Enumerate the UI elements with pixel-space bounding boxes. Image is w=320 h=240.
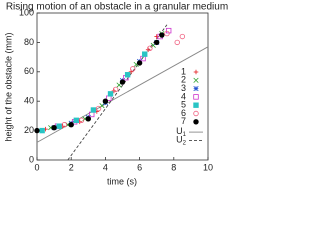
marker <box>193 69 199 75</box>
marker <box>193 86 199 92</box>
marker <box>85 116 91 122</box>
x-tick-label: 2 <box>69 162 74 172</box>
legend-label: 3 <box>181 83 186 93</box>
legend-label: 7 <box>181 116 186 126</box>
x-tick-label: 10 <box>203 162 213 172</box>
legend-subscript: 1 <box>183 132 187 138</box>
marker <box>159 32 165 38</box>
legend-label: 5 <box>181 100 186 110</box>
marker-shape <box>193 102 199 108</box>
marker-shape <box>174 39 180 46</box>
x-tick-label: 8 <box>171 162 176 172</box>
marker <box>154 34 159 39</box>
marker-shape <box>119 79 126 85</box>
marker <box>165 27 172 34</box>
marker-shape <box>39 127 45 134</box>
marker-shape <box>112 86 119 93</box>
legend-label: U2 <box>176 135 187 146</box>
marker <box>56 123 62 129</box>
y-tick-label: 60 <box>24 66 34 76</box>
marker-shape <box>68 122 74 128</box>
chart-title: Rising motion of an obstacle in a granul… <box>6 2 228 13</box>
legend-label: 6 <box>181 108 186 118</box>
marker <box>68 122 74 128</box>
marker <box>193 110 199 117</box>
marker <box>153 39 160 46</box>
y-axis-label: height of the obstacle (mm) <box>3 32 13 141</box>
marker-shape <box>193 119 199 125</box>
marker <box>119 79 126 85</box>
chart: Rising motion of an obstacle in a granul… <box>3 2 228 187</box>
plot-frame <box>36 12 209 161</box>
x-axis-label: time (s) <box>107 176 137 186</box>
marker-shape <box>95 105 102 112</box>
legend-label: 2 <box>181 75 186 85</box>
x-tick-label: 6 <box>137 162 142 172</box>
x-tick-label: 4 <box>103 162 108 172</box>
marker <box>193 119 199 125</box>
marker <box>112 86 119 93</box>
marker-shape <box>147 45 153 51</box>
marker-shape <box>193 110 199 117</box>
marker <box>193 102 199 108</box>
y-tick-label: 40 <box>24 96 34 106</box>
marker-shape <box>136 60 143 66</box>
marker-shape <box>78 117 85 124</box>
legend-name: U <box>176 135 183 145</box>
marker-shape <box>107 91 114 97</box>
marker <box>90 107 97 113</box>
marker-shape <box>51 124 57 131</box>
marker <box>193 94 199 100</box>
marker-stroke <box>193 77 199 83</box>
legend-label: 4 <box>181 91 186 101</box>
marker <box>174 39 180 46</box>
marker-shape <box>159 32 165 38</box>
marker <box>51 124 57 131</box>
marker <box>78 117 85 124</box>
legend-label: U1 <box>176 126 187 137</box>
marker-shape <box>34 127 40 134</box>
marker <box>130 66 136 72</box>
legend-label: 1 <box>181 66 186 76</box>
marker <box>147 45 153 51</box>
marker-shape <box>61 122 68 128</box>
marker-shape <box>153 39 160 46</box>
marker <box>179 33 186 40</box>
marker <box>39 127 45 134</box>
marker-shape <box>124 72 131 78</box>
y-tick-label: 80 <box>24 37 34 47</box>
marker <box>142 51 148 57</box>
x-tick-label: 0 <box>34 162 39 172</box>
marker <box>95 105 102 112</box>
marker <box>107 91 114 97</box>
marker-stroke <box>193 86 199 92</box>
y-tick-label: 20 <box>24 125 34 135</box>
marker <box>73 117 80 124</box>
marker-shape <box>193 94 199 100</box>
y-tick-label: 0 <box>29 154 34 164</box>
marker-shape <box>165 27 172 34</box>
legend-subscript: 2 <box>183 140 187 146</box>
legend-name: U <box>176 126 183 136</box>
marker-shape <box>85 116 91 122</box>
marker-shape <box>102 98 109 104</box>
y-tick-label: 100 <box>19 7 34 17</box>
marker-shape <box>130 66 136 72</box>
marker <box>61 122 68 128</box>
marker <box>124 72 131 78</box>
marker-shape <box>164 30 170 37</box>
marker <box>34 127 40 134</box>
marker <box>102 98 109 104</box>
marker-shape <box>56 123 62 129</box>
marker-shape <box>179 33 186 40</box>
marker <box>136 60 143 66</box>
marker-shape <box>73 117 80 124</box>
marker <box>193 77 199 83</box>
marker-shape <box>142 51 148 57</box>
fit-line <box>67 24 168 161</box>
marker-shape <box>90 107 97 113</box>
marker <box>164 30 170 37</box>
